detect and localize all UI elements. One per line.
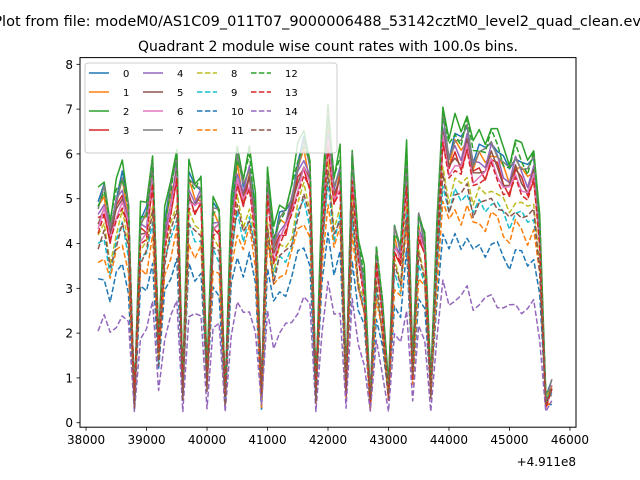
plot-lines xyxy=(97,103,553,413)
series-line-15 xyxy=(97,169,553,409)
series-line-10 xyxy=(97,232,552,412)
chart-title: Quadrant 2 module wise count rates with … xyxy=(138,39,518,55)
y-tick-label: 5 xyxy=(65,192,73,206)
y-tick-label: 2 xyxy=(65,327,73,341)
legend-label-12: 12 xyxy=(285,69,298,80)
legend-label-10: 10 xyxy=(231,107,244,118)
y-tick-label: 1 xyxy=(65,371,73,385)
x-tick-label: 41000 xyxy=(248,433,286,447)
legend-label-13: 13 xyxy=(285,88,298,99)
y-tick-label: 3 xyxy=(65,282,73,296)
x-tick-label: 39000 xyxy=(127,433,165,447)
legend-label-6: 6 xyxy=(177,107,183,118)
legend-label-2: 2 xyxy=(123,107,129,118)
legend-label-7: 7 xyxy=(177,126,183,137)
legend-label-3: 3 xyxy=(123,126,129,137)
legend-label-8: 8 xyxy=(231,69,237,80)
legend-label-4: 4 xyxy=(177,69,183,80)
series-line-12 xyxy=(97,109,553,407)
x-tick-label: 38000 xyxy=(67,433,105,447)
figure-suptitle: Plot from file: modeM0/AS1C09_011T07_900… xyxy=(0,14,640,30)
legend-label-11: 11 xyxy=(231,126,244,137)
x-axis-offset-label: +4.911e8 xyxy=(517,455,576,469)
x-tick-label: 46000 xyxy=(551,433,589,447)
x-axis-ticks: 38000 39000 40000 41000 42000 43000 44000 45000… xyxy=(67,427,589,447)
y-tick-label: 6 xyxy=(65,147,73,161)
series-line-13 xyxy=(97,141,553,410)
x-tick-label: 44000 xyxy=(430,433,468,447)
legend-label-14: 14 xyxy=(285,107,298,118)
series-line-14 xyxy=(97,279,553,413)
y-tick-label: 4 xyxy=(65,237,73,251)
y-tick-label: 7 xyxy=(65,103,73,117)
y-axis-ticks: 0 1 2 3 4 5 6 7 8 xyxy=(65,58,80,430)
legend-label-9: 9 xyxy=(231,88,237,99)
series-line-8 xyxy=(97,160,553,411)
x-tick-label: 45000 xyxy=(490,433,528,447)
legend-label-15: 15 xyxy=(285,126,298,137)
legend-label-5: 5 xyxy=(177,88,183,99)
series-line-11 xyxy=(97,200,553,413)
legend-label-0: 0 xyxy=(123,69,129,80)
x-tick-label: 43000 xyxy=(369,433,407,447)
x-tick-label: 42000 xyxy=(309,433,347,447)
x-tick-label: 40000 xyxy=(188,433,226,447)
legend-label-1: 1 xyxy=(123,88,129,99)
y-tick-label: 0 xyxy=(65,416,73,430)
y-tick-label: 8 xyxy=(65,58,73,72)
